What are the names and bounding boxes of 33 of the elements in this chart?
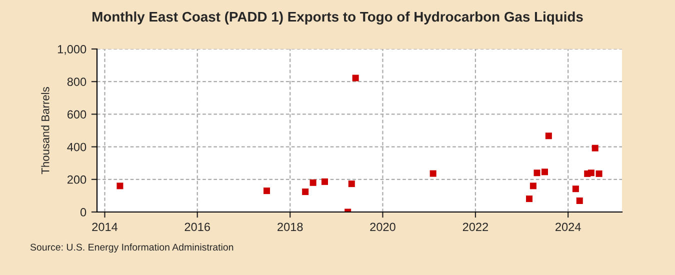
point [430, 170, 436, 177]
point [534, 170, 540, 176]
point [310, 179, 316, 186]
point [592, 144, 598, 152]
y-tick-label: 0 [80, 208, 86, 216]
y-tick-label: 400 [67, 142, 86, 152]
y-tick-label: 800 [67, 78, 86, 86]
y-tick-label: 200 [67, 175, 86, 184]
x-tick-label: 2016 [184, 222, 210, 232]
point [321, 178, 328, 185]
x-tick-label: 2020 [370, 222, 396, 232]
x-tick-label: 2022 [462, 222, 488, 232]
point [526, 196, 533, 202]
point [302, 188, 309, 196]
point [545, 132, 552, 140]
y-axis-title: Thousand Barrels [41, 87, 50, 174]
y-tick-label: 600 [67, 110, 86, 119]
x-tick-label: 2018 [278, 222, 303, 232]
point [348, 180, 355, 188]
x-tick-label: 2024 [556, 222, 581, 232]
point [596, 170, 602, 177]
point [530, 182, 536, 190]
chart-title: Monthly East Coast (PADD 1) Exports to Togo of Hydrocarbon Gas Liquids [92, 11, 583, 25]
point [576, 197, 583, 204]
point [116, 182, 124, 190]
point [264, 188, 270, 194]
point [588, 170, 594, 176]
y-tick-label: 1,000 [58, 45, 86, 55]
x-tick-label: 2014 [92, 222, 118, 232]
source-note: Source: U.S. Energy Information Administration [30, 243, 234, 253]
point [352, 74, 359, 82]
point [572, 186, 579, 192]
point [541, 168, 548, 176]
